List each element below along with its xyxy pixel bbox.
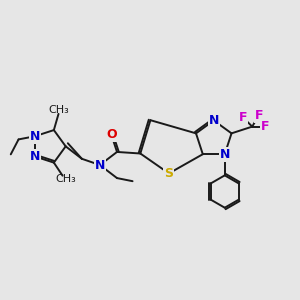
Text: F: F xyxy=(254,109,263,122)
Text: N: N xyxy=(95,158,105,172)
Text: CH₃: CH₃ xyxy=(48,105,69,115)
Text: F: F xyxy=(261,120,269,133)
Text: CH₃: CH₃ xyxy=(55,174,76,184)
Text: F: F xyxy=(239,111,247,124)
Text: S: S xyxy=(164,167,173,180)
Text: N: N xyxy=(29,150,40,163)
Text: N: N xyxy=(208,114,219,127)
Text: N: N xyxy=(29,130,40,143)
Text: N: N xyxy=(220,148,230,161)
Text: O: O xyxy=(106,128,117,141)
